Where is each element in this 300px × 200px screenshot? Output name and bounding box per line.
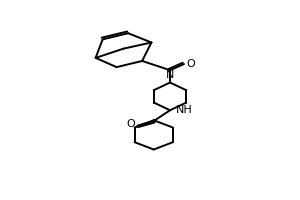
Text: O: O	[126, 119, 135, 129]
Text: N: N	[166, 70, 174, 80]
Text: NH: NH	[176, 105, 193, 115]
Text: O: O	[186, 59, 195, 69]
